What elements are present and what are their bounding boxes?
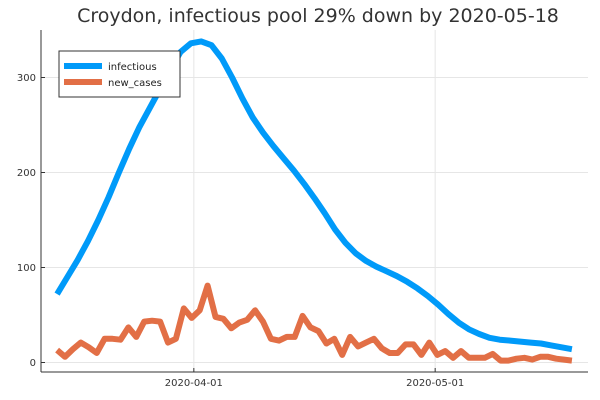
series-line-new-cases [55,282,573,364]
legend-box [58,50,181,98]
series [54,38,573,364]
legend-label-new-cases: new_cases [108,78,162,89]
y-tick-label: 300 [17,73,36,84]
chart-title: Croydon, infectious pool 29% down by 202… [77,5,559,27]
x-tick-label: 2020-04-01 [165,378,223,389]
axes [40,30,588,373]
x-ticks: 2020-04-01 2020-05-01 [165,368,464,389]
legend-label-infectious: infectious [108,62,157,73]
y-tick-label: 0 [30,358,36,369]
legend: infectious new_cases [58,50,181,98]
x-tick-label: 2020-05-01 [406,378,464,389]
series-line-infectious [54,38,573,353]
y-ticks: 0 100 200 300 [17,73,45,369]
y-tick-label: 200 [17,168,36,179]
y-tick-label: 100 [17,263,36,274]
